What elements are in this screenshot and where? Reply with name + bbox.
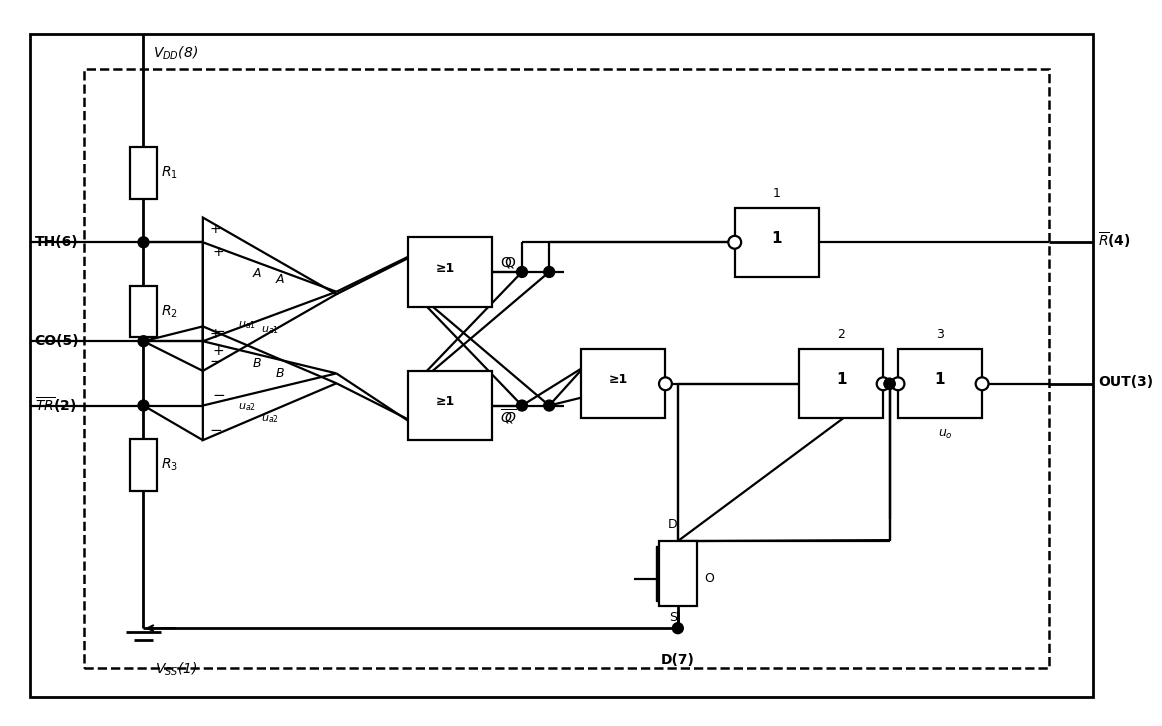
Text: $R_2$: $R_2$ bbox=[162, 303, 178, 319]
Text: −: − bbox=[210, 423, 223, 438]
Circle shape bbox=[891, 378, 904, 390]
Text: +: + bbox=[213, 344, 224, 358]
FancyBboxPatch shape bbox=[130, 286, 157, 338]
Text: $\overline{R}$(4): $\overline{R}$(4) bbox=[1098, 231, 1131, 250]
Circle shape bbox=[138, 237, 149, 248]
Text: ≥1: ≥1 bbox=[609, 373, 629, 386]
Text: 2: 2 bbox=[837, 328, 845, 341]
FancyBboxPatch shape bbox=[130, 439, 157, 491]
Circle shape bbox=[544, 400, 554, 411]
Text: S: S bbox=[669, 611, 677, 624]
Text: −: − bbox=[213, 324, 225, 339]
Circle shape bbox=[884, 378, 895, 389]
Text: $\overline{Q}$: $\overline{Q}$ bbox=[500, 408, 514, 427]
Text: A: A bbox=[275, 273, 284, 286]
Text: +: + bbox=[210, 327, 222, 341]
Text: 1: 1 bbox=[934, 372, 946, 388]
Text: D(7): D(7) bbox=[661, 653, 695, 667]
Text: $\overline{TR}$(2): $\overline{TR}$(2) bbox=[35, 396, 76, 415]
Circle shape bbox=[517, 266, 528, 277]
Text: 1: 1 bbox=[773, 187, 781, 200]
Text: O: O bbox=[704, 572, 715, 585]
Text: 3: 3 bbox=[937, 328, 944, 341]
FancyBboxPatch shape bbox=[657, 546, 660, 601]
Circle shape bbox=[138, 400, 149, 411]
Circle shape bbox=[138, 336, 149, 347]
Text: CO(5): CO(5) bbox=[35, 334, 79, 348]
Circle shape bbox=[673, 623, 683, 634]
Text: A: A bbox=[253, 267, 261, 280]
FancyBboxPatch shape bbox=[659, 541, 697, 606]
FancyBboxPatch shape bbox=[581, 349, 666, 418]
FancyBboxPatch shape bbox=[408, 237, 493, 306]
Text: +: + bbox=[213, 245, 224, 259]
Circle shape bbox=[659, 378, 672, 390]
Text: $R_1$: $R_1$ bbox=[162, 165, 178, 182]
FancyBboxPatch shape bbox=[734, 208, 819, 277]
FancyBboxPatch shape bbox=[130, 147, 157, 199]
Text: Q: Q bbox=[500, 255, 511, 269]
Circle shape bbox=[729, 236, 741, 249]
Text: $R_3$: $R_3$ bbox=[162, 457, 178, 473]
Circle shape bbox=[517, 400, 528, 411]
Circle shape bbox=[884, 378, 895, 389]
Text: $u_{a2}$: $u_{a2}$ bbox=[238, 401, 257, 413]
Text: $u_{a2}$: $u_{a2}$ bbox=[260, 413, 279, 425]
Circle shape bbox=[876, 378, 890, 390]
Text: $u_{a1}$: $u_{a1}$ bbox=[260, 324, 279, 335]
Text: $V_{DD}$(8): $V_{DD}$(8) bbox=[153, 44, 199, 62]
Circle shape bbox=[544, 266, 554, 277]
FancyBboxPatch shape bbox=[799, 349, 883, 418]
Text: OUT(3): OUT(3) bbox=[1098, 375, 1154, 389]
Text: +: + bbox=[210, 222, 222, 237]
Circle shape bbox=[976, 378, 989, 390]
Text: ≥1: ≥1 bbox=[436, 261, 454, 274]
Text: 1: 1 bbox=[772, 231, 782, 246]
Text: $u_{a1}$: $u_{a1}$ bbox=[238, 319, 257, 331]
Text: B: B bbox=[253, 357, 261, 370]
FancyBboxPatch shape bbox=[898, 349, 982, 418]
Text: TH(6): TH(6) bbox=[35, 235, 78, 249]
Text: Q: Q bbox=[504, 255, 515, 269]
Text: $\overline{Q}$: $\overline{Q}$ bbox=[504, 408, 517, 427]
Text: D: D bbox=[668, 518, 677, 531]
Text: $u_o$: $u_o$ bbox=[938, 428, 953, 441]
FancyBboxPatch shape bbox=[408, 371, 493, 440]
Text: $V_{SS}$(1): $V_{SS}$(1) bbox=[156, 661, 198, 678]
Text: 1: 1 bbox=[835, 372, 846, 388]
Text: ≥1: ≥1 bbox=[436, 395, 454, 408]
Text: B: B bbox=[275, 367, 284, 380]
Text: −: − bbox=[213, 388, 225, 403]
Text: −: − bbox=[210, 354, 223, 369]
